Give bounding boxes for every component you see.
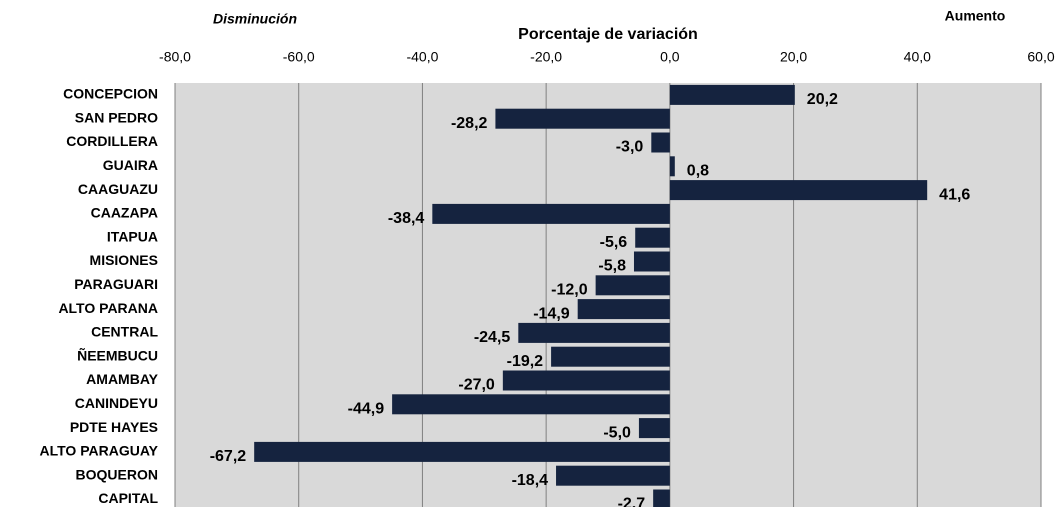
y-tick-label: ALTO PARAGUAY (40, 443, 159, 459)
axis-title: Porcentaje de variación (518, 26, 698, 43)
data-label: -27,0 (458, 377, 495, 394)
y-tick-label: CAAGUAZU (78, 181, 158, 197)
bar (551, 346, 670, 367)
bar (669, 84, 795, 105)
y-tick-label: SAN PEDRO (75, 109, 158, 125)
y-tick-label: BOQUERON (76, 466, 158, 482)
data-label: 41,6 (939, 186, 970, 203)
data-label: -44,9 (348, 401, 385, 418)
y-tick-label: CORDILLERA (66, 133, 158, 149)
bar (432, 203, 670, 224)
x-tick-label: -80,0 (159, 49, 191, 65)
x-tick-label: -20,0 (530, 49, 562, 65)
bar (518, 322, 670, 343)
data-label: -19,2 (507, 353, 544, 370)
y-tick-label: MISIONES (90, 252, 158, 268)
data-label: -5,6 (600, 234, 628, 251)
bar (495, 108, 670, 129)
bar (595, 275, 670, 296)
y-tick-label: CANINDEYU (75, 395, 158, 411)
annotation: Aumento (945, 8, 1006, 24)
y-tick-label: CONCEPCION (63, 86, 158, 102)
bar (502, 370, 670, 391)
x-tick-label: 0,0 (660, 49, 680, 65)
y-tick-label: PARAGUARI (74, 276, 158, 292)
data-label: -5,8 (598, 258, 626, 275)
y-tick-label: AMAMBAY (86, 371, 158, 387)
y-tick-label: ÑEEMBUCU (77, 346, 158, 363)
bar (254, 441, 670, 462)
data-label: -67,2 (210, 448, 247, 465)
data-label: 20,2 (807, 91, 838, 108)
data-label: -14,9 (533, 305, 570, 322)
data-label: -38,4 (388, 210, 425, 227)
data-label: -28,2 (451, 115, 488, 132)
bar (635, 227, 670, 248)
annotation: Disminución (213, 11, 297, 27)
data-label: -2,7 (618, 496, 646, 507)
y-tick-label: GUAIRA (103, 157, 158, 173)
bar (633, 251, 670, 272)
y-tick-label: ALTO PARANA (58, 300, 158, 316)
bar (392, 394, 670, 415)
bar (653, 489, 670, 507)
y-tick-label: PDTE HAYES (70, 419, 158, 435)
bar (556, 465, 670, 486)
y-tick-label: CAPITAL (98, 490, 158, 506)
data-label: -18,4 (512, 472, 549, 489)
bar (577, 299, 670, 320)
bar (638, 418, 670, 439)
data-label: -5,0 (603, 424, 631, 441)
bar (651, 132, 670, 153)
y-tick-label: CENTRAL (91, 324, 158, 340)
data-label: -3,0 (616, 139, 644, 156)
x-tick-label: 60,0 (1027, 49, 1054, 65)
y-tick-label: CAAZAPA (91, 205, 158, 221)
x-tick-label: 20,0 (780, 49, 807, 65)
bar (669, 180, 928, 201)
x-tick-label: -40,0 (406, 49, 438, 65)
data-label: -12,0 (551, 282, 588, 299)
x-tick-label: -60,0 (283, 49, 315, 65)
x-tick-label: 40,0 (904, 49, 931, 65)
data-label: -24,5 (474, 329, 511, 346)
y-tick-label: ITAPUA (107, 228, 158, 244)
bar (669, 156, 675, 177)
data-label: 0,8 (687, 163, 709, 180)
